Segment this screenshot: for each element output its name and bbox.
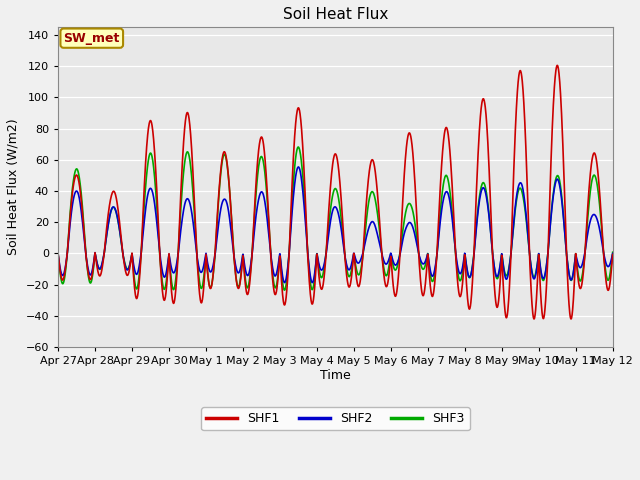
SHF1	[351, 264, 359, 270]
SHF2	[294, 164, 302, 170]
SHF1	[364, 188, 371, 193]
SHF2	[609, 251, 616, 256]
SHF2	[364, 228, 372, 234]
Title: Soil Heat Flux: Soil Heat Flux	[283, 7, 388, 22]
SHF1	[554, 62, 561, 68]
Line: SHF3: SHF3	[58, 147, 612, 290]
SHF1	[576, 284, 584, 290]
Line: SHF1: SHF1	[58, 65, 612, 319]
Legend: SHF1, SHF2, SHF3: SHF1, SHF2, SHF3	[201, 408, 470, 430]
SHF1	[609, 252, 616, 257]
SHF1	[497, 275, 504, 281]
Y-axis label: Soil Heat Flux (W/m2): Soil Heat Flux (W/m2)	[7, 119, 20, 255]
SHF3	[609, 250, 616, 255]
SHF1	[560, 178, 568, 183]
SHF1	[530, 316, 538, 322]
SHF3	[364, 205, 372, 211]
SHF1	[209, 276, 216, 281]
SHF1	[54, 250, 62, 256]
SHF2	[576, 264, 584, 270]
Line: SHF2: SHF2	[58, 167, 612, 283]
X-axis label: Time: Time	[320, 369, 351, 382]
SHF2	[497, 257, 505, 263]
SHF3	[209, 276, 216, 282]
SHF3	[576, 277, 584, 283]
SHF3	[560, 221, 568, 227]
SHF2	[352, 257, 360, 263]
Text: SW_met: SW_met	[63, 32, 120, 45]
SHF2	[209, 264, 216, 270]
SHF2	[308, 280, 316, 286]
SHF2	[54, 251, 62, 257]
SHF2	[560, 222, 568, 228]
SHF3	[497, 257, 505, 263]
SHF3	[294, 144, 302, 150]
SHF3	[352, 264, 360, 269]
SHF3	[281, 287, 289, 293]
SHF3	[54, 251, 62, 256]
